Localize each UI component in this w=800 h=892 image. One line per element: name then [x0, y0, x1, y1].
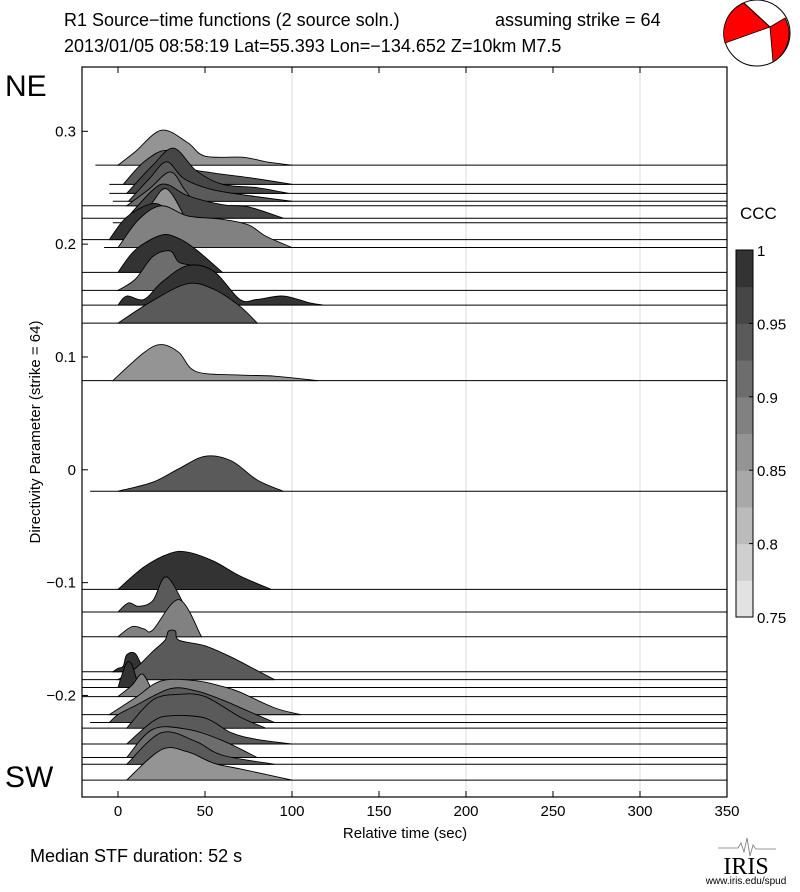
colorbar-step	[736, 470, 753, 508]
colorbar-step	[736, 286, 753, 324]
colorbar-step	[736, 323, 753, 361]
y-tick-label: 0.3	[55, 123, 76, 140]
plot-frame	[81, 66, 728, 798]
y-axis-label: Directivity Parameter (strike = 64)	[27, 321, 44, 544]
colorbar-step	[736, 580, 753, 618]
trace-fill	[125, 747, 293, 781]
stf-trace	[82, 747, 727, 781]
trace-fill	[116, 629, 275, 681]
y-tick-label: −0.1	[46, 575, 76, 592]
event-info: 2013/01/05 08:58:19 Lat=55.393 Lon=−134.…	[64, 36, 561, 56]
colorbar-step	[736, 250, 753, 288]
stf-trace	[82, 629, 727, 681]
y-tick-label: −0.2	[46, 687, 76, 704]
colorbar-label: CCC	[740, 204, 777, 223]
y-tick-label: 0	[68, 462, 76, 479]
colorbar-step	[736, 360, 753, 398]
colorbar-step	[736, 506, 753, 545]
stf-trace	[82, 599, 727, 638]
colorbar-tick-label: 0.75	[757, 610, 786, 627]
stf-trace	[82, 550, 727, 590]
stf-trace	[95, 129, 727, 166]
colorbar-tick-label: 0.95	[757, 316, 786, 333]
iris-logo-text: IRIS	[723, 854, 768, 880]
iris-logo: IRIS www.iris.edu/spud	[705, 837, 787, 887]
x-tick-label: 150	[366, 803, 391, 820]
x-tick-label: 350	[714, 803, 739, 820]
beachball-icon	[723, 0, 791, 67]
colorbar-step	[736, 433, 753, 471]
x-tick-label: 50	[197, 803, 214, 820]
trace-fill	[116, 282, 259, 324]
x-tick-label: 0	[114, 803, 122, 820]
colorbar-frame	[735, 249, 754, 618]
y-tick-label: 0.1	[55, 349, 76, 366]
sw-label: SW	[5, 761, 54, 794]
trace-fill	[116, 550, 272, 590]
trace-fill	[117, 455, 284, 492]
ne-label: NE	[5, 70, 47, 103]
vertical-gridlines	[291, 67, 641, 797]
y-axis: 0.3 0.2 0.1 0 −0.1 −0.2	[46, 123, 88, 704]
x-axis: 0 50 100 150 200 250 300 350	[114, 67, 740, 820]
x-tick-label: 250	[540, 803, 565, 820]
y-tick-label: 0.2	[55, 236, 76, 253]
stf-trace	[82, 344, 727, 382]
trace-fill	[116, 129, 293, 166]
trace-fill	[116, 576, 189, 613]
trace-fill	[111, 344, 319, 382]
x-tick-label: 200	[453, 803, 478, 820]
median-duration: Median STF duration: 52 s	[30, 846, 242, 866]
x-axis-label: Relative time (sec)	[343, 825, 467, 842]
x-tick-label: 300	[627, 803, 652, 820]
iris-url: www.iris.edu/spud	[705, 876, 787, 887]
colorbar-tick-label: 1	[757, 243, 765, 260]
figure-title: R1 Source−time functions (2 source soln.…	[64, 10, 400, 30]
x-tick-label: 100	[279, 803, 304, 820]
colorbar-tick-label: 0.85	[757, 463, 786, 480]
stf-trace	[90, 455, 727, 492]
traces	[82, 129, 727, 781]
stf-trace	[82, 282, 727, 324]
colorbar-tick-label: 0.9	[757, 390, 778, 407]
colorbar-tick-label: 0.8	[757, 537, 778, 554]
colorbar-step	[736, 396, 753, 434]
ccc-colorbar: 1 0.95 0.9 0.85 0.8 0.75	[735, 243, 786, 627]
strike-note: assuming strike = 64	[495, 10, 661, 30]
trace-fill	[116, 599, 203, 638]
colorbar-step	[736, 543, 753, 581]
trace-fill	[117, 661, 140, 689]
